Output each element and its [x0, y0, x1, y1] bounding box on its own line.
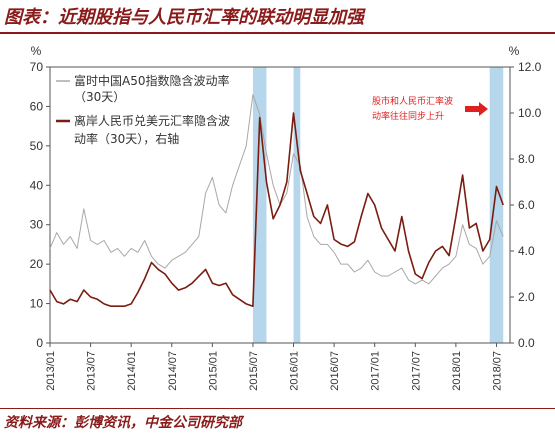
right-tick-label-4: 8.0 — [518, 152, 535, 166]
left-tick-label-5: 50 — [30, 139, 44, 153]
x-tick-label-1: 2013/07 — [86, 351, 98, 391]
x-tick-label-9: 2017/07 — [410, 351, 422, 391]
source-note: 资料来源：彭博资讯，中金公司研究部 — [4, 415, 242, 431]
x-tick-label-2: 2014/01 — [126, 351, 138, 391]
annotation-line1: 股市和人民币汇率波 — [372, 95, 453, 107]
annotation: 股市和人民币汇率波 动率往往同步上升 — [372, 95, 488, 122]
x-tick-label-11: 2018/07 — [491, 351, 503, 391]
left-tick-label-1: 10 — [30, 297, 44, 311]
right-tick-label-0: 0.0 — [518, 336, 535, 350]
annotation-line2: 动率往往同步上升 — [372, 110, 444, 122]
left-tick-label-0: 0 — [36, 336, 43, 350]
left-tick-label-2: 20 — [30, 257, 44, 271]
x-tick-label-10: 2018/01 — [451, 351, 463, 391]
left-tick-label-7: 70 — [30, 60, 44, 74]
x-axis: 2013/01 2013/07 2014/01 2014/07 2015/01 2015/… — [45, 343, 503, 391]
right-tick-label-1: 2.0 — [518, 290, 535, 304]
highlight-band-2 — [489, 67, 504, 343]
x-tick-label-3: 2014/07 — [167, 351, 179, 391]
left-tick-label-6: 60 — [30, 99, 44, 113]
right-axis: % 0.0 2.0 4.0 6.0 8.0 10.0 12.0 — [509, 44, 542, 350]
series-line-a50 — [49, 94, 504, 285]
left-tick-label-4: 40 — [30, 178, 44, 192]
annotation-arrow-icon — [465, 102, 488, 116]
x-tick-label-6: 2016/01 — [289, 351, 301, 391]
left-tick-label-3: 30 — [30, 218, 44, 232]
title-rule — [0, 32, 555, 34]
legend-label-cny-line2: 动率（30天），右轴 — [74, 131, 179, 146]
right-tick-label-6: 12.0 — [518, 60, 542, 74]
left-axis: % 0 10 20 30 40 50 60 70 — [30, 44, 50, 350]
right-tick-label-5: 10.0 — [518, 106, 542, 120]
series-line-cny — [49, 112, 504, 308]
legend: 富时中国A50指数隐含波动率 （30天） 离岸人民币兑美元汇率隐含波 动率（30… — [56, 73, 230, 146]
x-tick-label-7: 2016/07 — [329, 351, 341, 391]
legend-label-cny: 离岸人民币兑美元汇率隐含波 — [74, 113, 230, 128]
source-rule — [0, 408, 555, 409]
right-axis-unit: % — [509, 44, 520, 58]
left-axis-unit: % — [31, 44, 42, 58]
x-tick-label-0: 2013/01 — [45, 351, 57, 391]
right-tick-label-3: 6.0 — [518, 198, 535, 212]
legend-label-a50: 富时中国A50指数隐含波动率 — [74, 73, 229, 88]
x-tick-label-5: 2015/07 — [248, 351, 260, 391]
x-tick-label-4: 2015/01 — [207, 351, 219, 391]
legend-label-a50-line2: （30天） — [74, 90, 125, 104]
figure-title: 图表：近期股指与人民币汇率的联动明显加强 — [4, 7, 364, 28]
series-lines — [49, 94, 504, 308]
x-tick-label-8: 2017/01 — [370, 351, 382, 391]
right-tick-label-2: 4.0 — [518, 244, 535, 258]
highlight-band-1 — [293, 67, 301, 343]
highlight-band-0 — [252, 67, 267, 343]
volatility-chart: % 0 10 20 30 40 50 60 70 % 0.0 2.0 4.0 6.0 8.0 10.0 1… — [30, 44, 542, 391]
